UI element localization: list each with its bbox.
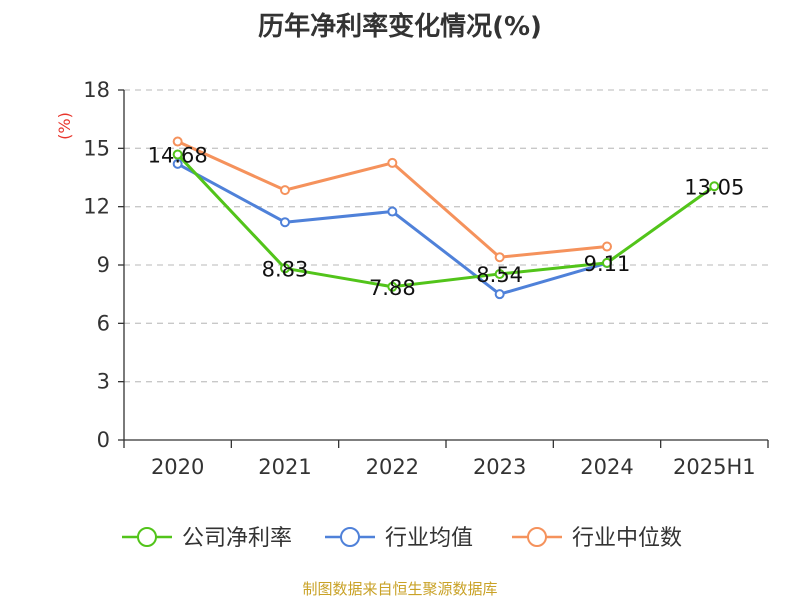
y-tick-label: 3	[97, 370, 110, 394]
legend-label: 行业中位数	[572, 526, 682, 551]
series-line-1	[176, 162, 608, 296]
series-point	[602, 241, 612, 252]
legend-swatch-marker	[527, 527, 547, 547]
series-point	[494, 252, 505, 263]
y-tick-label: 6	[97, 311, 110, 335]
legend-swatch-marker	[340, 527, 360, 547]
data-label: 14.68	[148, 144, 208, 168]
x-tick-label: 2024	[580, 455, 633, 479]
series-point	[172, 136, 183, 147]
series-point	[172, 149, 183, 160]
y-tick-label: 15	[83, 136, 110, 160]
legend-label: 行业均值	[385, 526, 473, 551]
legend-swatch-marker	[137, 527, 157, 547]
y-tick-label: 12	[83, 195, 110, 219]
x-tick-label: 2020	[151, 455, 204, 479]
series-layer	[172, 136, 720, 300]
series-point	[494, 289, 505, 300]
series-line-0	[176, 153, 716, 289]
data-label: 8.54	[476, 263, 523, 287]
data-label: 13.05	[684, 175, 744, 199]
legend-label: 公司净利率	[182, 526, 292, 551]
series-point	[494, 268, 505, 279]
data-label: 7.88	[369, 276, 416, 300]
axis-layer: 0 3 6 9 12 15 18 2020 2021 2022 2023 2024 2025H1 (%)	[55, 78, 769, 479]
data-label: 8.83	[262, 257, 309, 281]
x-tick-label: 2025H1	[673, 455, 756, 479]
data-label: 9.11	[584, 252, 631, 276]
series-point	[709, 181, 720, 192]
x-tick-label: 2023	[473, 455, 526, 479]
y-tick-label: 9	[97, 253, 110, 277]
series-point	[280, 263, 290, 274]
y-tick-label: 0	[97, 428, 110, 452]
series-point	[280, 185, 290, 196]
x-tick-label: 2022	[366, 455, 419, 479]
data-label-layer: 14.68 8.83 7.88 8.54 9.11 13.05	[148, 144, 745, 300]
series-point	[387, 206, 398, 217]
series-point	[387, 157, 398, 168]
x-tick-label: 2021	[258, 455, 311, 479]
series-point	[172, 158, 183, 169]
grid-layer	[124, 89, 768, 383]
y-unit-label: (%)	[55, 112, 74, 140]
source-note: 制图数据来自恒生聚源数据库	[302, 580, 498, 598]
series-point	[280, 217, 290, 228]
series-point	[387, 281, 398, 292]
y-tick-label: 18	[83, 78, 110, 102]
chart-title: 历年净利率变化情况(%)	[258, 12, 542, 42]
series-point	[602, 257, 612, 268]
legend: 公司净利率 行业均值 行业中位数	[122, 526, 682, 551]
